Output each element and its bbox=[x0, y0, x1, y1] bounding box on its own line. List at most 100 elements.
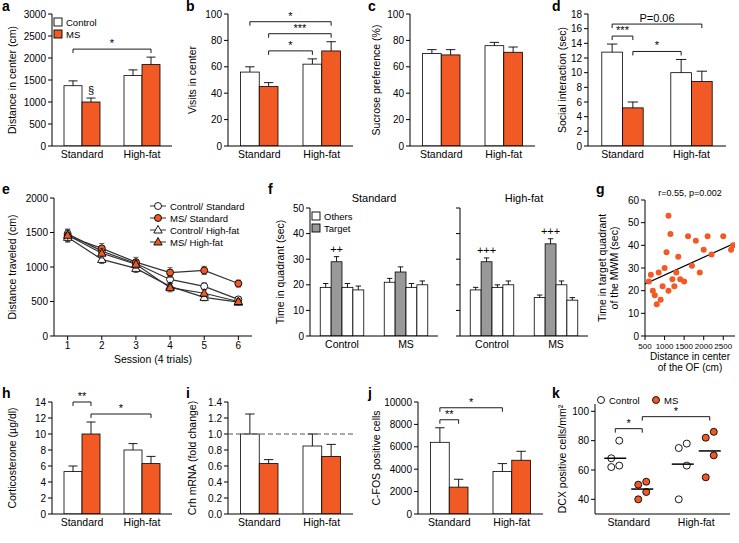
y-tick bbox=[584, 116, 588, 117]
significance-bracket bbox=[440, 420, 459, 424]
dot bbox=[683, 440, 690, 447]
legend-label: MS/ High-fat bbox=[170, 237, 223, 248]
point bbox=[697, 270, 703, 276]
y-tick-label: 14 bbox=[35, 397, 47, 408]
bars bbox=[470, 239, 578, 336]
point bbox=[662, 265, 668, 271]
line bbox=[68, 235, 239, 301]
bars bbox=[320, 257, 428, 336]
x-axis bbox=[460, 336, 588, 337]
mean-line bbox=[604, 458, 626, 460]
point bbox=[665, 213, 671, 219]
y-tick-label: 8 bbox=[40, 445, 46, 456]
bar bbox=[322, 456, 341, 514]
panel-label: b bbox=[186, 0, 195, 14]
significance: ** bbox=[445, 408, 454, 420]
error-bar bbox=[147, 57, 156, 64]
dot bbox=[608, 464, 615, 471]
significance: *** bbox=[293, 22, 307, 34]
bar bbox=[353, 290, 364, 336]
x-tick-label: 1 bbox=[65, 340, 71, 351]
legend: Control/ StandardMS/ StandardControl/ Hi… bbox=[150, 201, 244, 248]
y-tick bbox=[406, 66, 410, 67]
y-tick bbox=[306, 233, 310, 234]
significance-bracket bbox=[615, 429, 642, 433]
marker bbox=[234, 298, 242, 306]
y-tick bbox=[224, 482, 228, 483]
y-tick bbox=[48, 146, 52, 147]
panel-label: i bbox=[186, 385, 190, 401]
y-tick-label: 80 bbox=[578, 435, 590, 446]
y-tick-label: 0.8 bbox=[208, 445, 222, 456]
panel: g0102030405060Time in target quadrantof … bbox=[596, 181, 736, 373]
point bbox=[671, 283, 677, 289]
panel-label: j bbox=[367, 385, 372, 401]
y-tick-label: 4 bbox=[40, 477, 46, 488]
significance: * bbox=[674, 405, 679, 417]
legend-swatch bbox=[54, 18, 62, 26]
x-tick bbox=[684, 336, 685, 340]
legend-label: Others bbox=[324, 211, 353, 222]
bars bbox=[241, 414, 341, 514]
error-bar bbox=[484, 258, 489, 262]
marker bbox=[653, 397, 660, 404]
y-tick bbox=[224, 66, 228, 67]
panel: i0.00.20.40.60.81.01.21.4Crh mRNA (fold … bbox=[186, 385, 353, 528]
bar bbox=[623, 108, 644, 146]
significance-bracket bbox=[73, 402, 91, 406]
y-tick bbox=[591, 499, 595, 500]
legend-swatch bbox=[312, 212, 320, 220]
y-tick-label: 1000 bbox=[24, 97, 47, 108]
y-tick-label: 60 bbox=[578, 465, 590, 476]
error-bar bbox=[446, 50, 455, 55]
x-tick bbox=[723, 336, 724, 340]
error-bar bbox=[356, 286, 361, 290]
bar bbox=[322, 51, 341, 146]
x-tick bbox=[664, 336, 665, 340]
bars bbox=[423, 42, 523, 146]
dot bbox=[643, 478, 650, 485]
y-tick-label: 20 bbox=[293, 279, 305, 290]
legend-label: Control/ High-fat bbox=[170, 225, 240, 236]
error-bar bbox=[409, 284, 414, 288]
x-tick-label: High-fat bbox=[303, 148, 340, 160]
error-bar bbox=[387, 278, 392, 282]
error-bar bbox=[490, 42, 499, 45]
y-tick bbox=[641, 245, 645, 246]
panel-label: e bbox=[2, 181, 10, 197]
y-tick-label: 80 bbox=[211, 35, 223, 46]
legend: ControlMS bbox=[54, 17, 97, 40]
bar bbox=[124, 76, 142, 146]
bar bbox=[64, 472, 82, 514]
y-axis bbox=[310, 208, 311, 336]
error-bar bbox=[473, 287, 478, 290]
y-tick bbox=[414, 469, 418, 470]
y-tick-label: 100 bbox=[572, 406, 589, 417]
y-tick-label: 500 bbox=[31, 296, 48, 307]
point bbox=[693, 238, 699, 244]
error-bar bbox=[308, 59, 317, 64]
legend-swatch bbox=[54, 30, 62, 38]
y-tick bbox=[641, 268, 645, 269]
y-axis-title: Distance traveled (cm) bbox=[6, 214, 18, 319]
y-tick bbox=[584, 43, 588, 44]
y-tick-label: 0 bbox=[398, 141, 404, 152]
y-tick bbox=[48, 466, 52, 467]
x-axis bbox=[310, 336, 438, 337]
marker bbox=[167, 269, 174, 276]
error-bar bbox=[506, 281, 511, 285]
bar bbox=[384, 282, 395, 336]
error-bar bbox=[398, 267, 403, 272]
error-bar bbox=[345, 284, 350, 288]
x-tick-label: MS bbox=[548, 338, 564, 350]
y-tick bbox=[406, 93, 410, 94]
point bbox=[720, 233, 726, 239]
y-tick bbox=[224, 434, 228, 435]
panel: b020406080100Visits in centerStandardHig… bbox=[186, 0, 353, 160]
error-bar bbox=[420, 281, 425, 285]
y-tick-label: 0 bbox=[42, 331, 48, 342]
y-tick-label: 2 bbox=[576, 126, 582, 137]
x-axis-title: Distance in center bbox=[650, 351, 731, 362]
marker bbox=[166, 283, 174, 291]
error-bar bbox=[427, 50, 436, 54]
